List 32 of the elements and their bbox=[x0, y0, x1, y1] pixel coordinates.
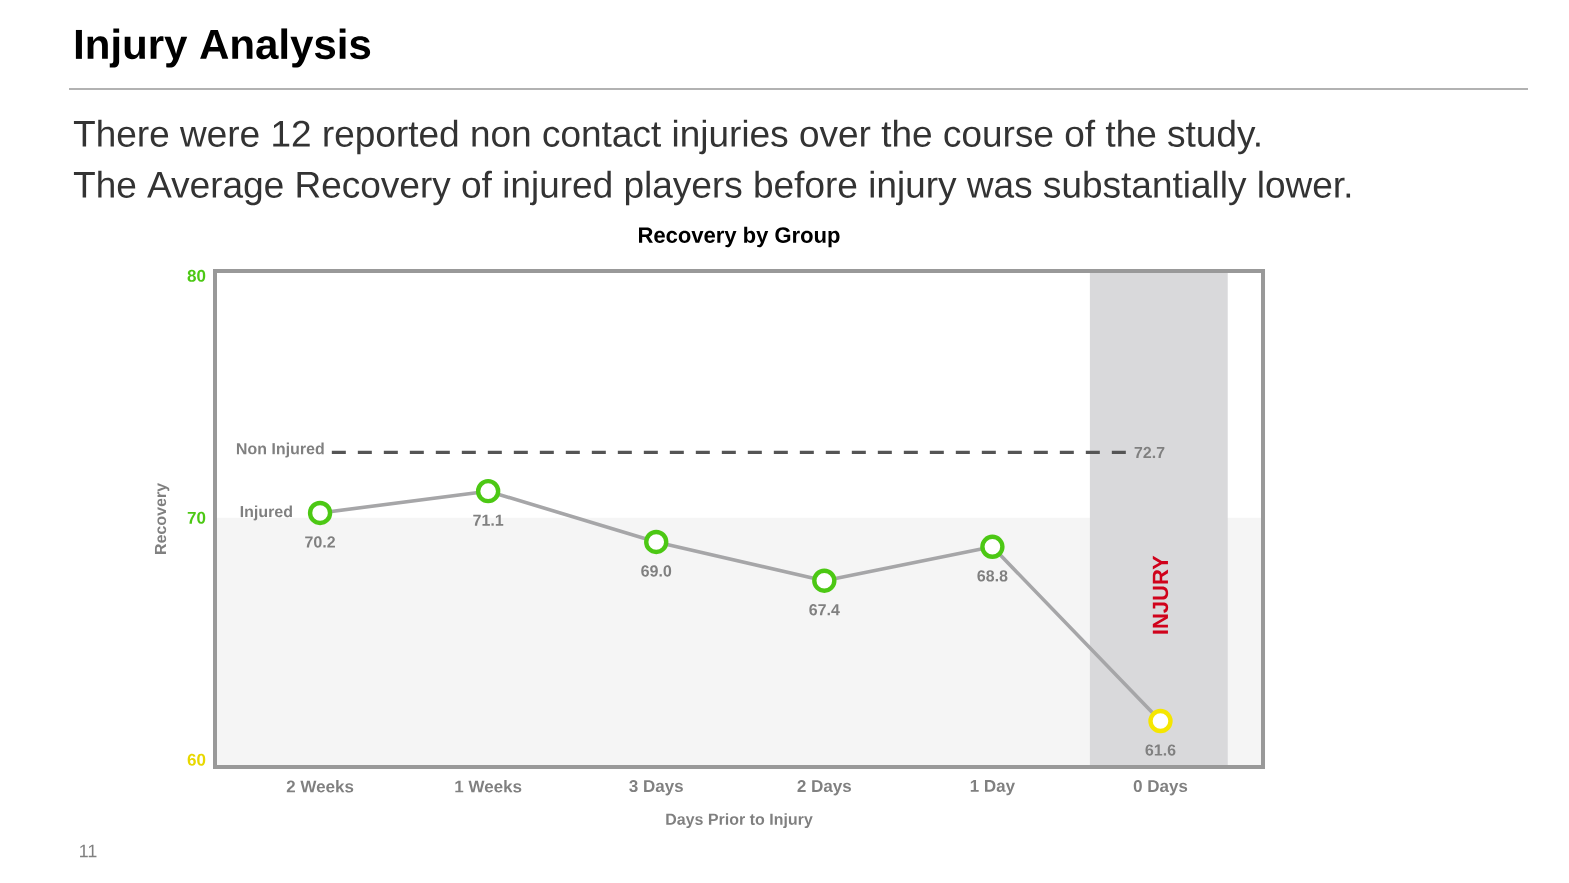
x-tick-label: 0 Days bbox=[1133, 780, 1188, 796]
text: The Average Recovery of injured players before injury was substantially lower. bbox=[73, 170, 1351, 206]
point bbox=[1148, 708, 1173, 734]
annotation: 72.7 bbox=[1134, 446, 1165, 459]
text: There were 12 reported non contact injuries over the course of the study. bbox=[73, 119, 1260, 155]
point bbox=[980, 534, 1005, 560]
point bbox=[307, 500, 333, 526]
point bbox=[644, 529, 669, 555]
y-tick-label: 60 bbox=[187, 753, 206, 766]
y-tick-label: 70 bbox=[187, 511, 206, 524]
x-tick-label: 2 Weeks bbox=[286, 780, 354, 793]
y-axis-title: Recovery bbox=[154, 483, 170, 554]
text: 11 bbox=[80, 844, 97, 858]
data-label: 61.6 bbox=[1145, 744, 1176, 756]
chart-title: Injury Analysis bbox=[75, 28, 371, 68]
data-label: 69.0 bbox=[641, 565, 672, 577]
legend-label: Injured bbox=[240, 505, 292, 521]
data-label: 70.2 bbox=[305, 536, 335, 548]
x-tick-label: 1 Day bbox=[970, 780, 1015, 796]
x-tick-label: 1 Weeks bbox=[455, 780, 522, 793]
band-label: INJURY bbox=[1152, 555, 1169, 634]
x-tick-label: 3 Days bbox=[629, 780, 683, 796]
x-axis-title: Days Prior to Injury bbox=[666, 813, 813, 829]
data-label: 71.1 bbox=[473, 514, 504, 526]
data-label: 67.4 bbox=[809, 604, 840, 616]
x-tick-label: 2 Days bbox=[797, 780, 851, 796]
ref-line-label: Non Injured bbox=[236, 442, 324, 458]
y-tick-label: 80 bbox=[187, 269, 206, 282]
chart-subtitle: Recovery by Group bbox=[639, 226, 840, 248]
data-label: 68.8 bbox=[977, 570, 1008, 582]
point bbox=[812, 568, 837, 593]
point bbox=[475, 478, 501, 504]
